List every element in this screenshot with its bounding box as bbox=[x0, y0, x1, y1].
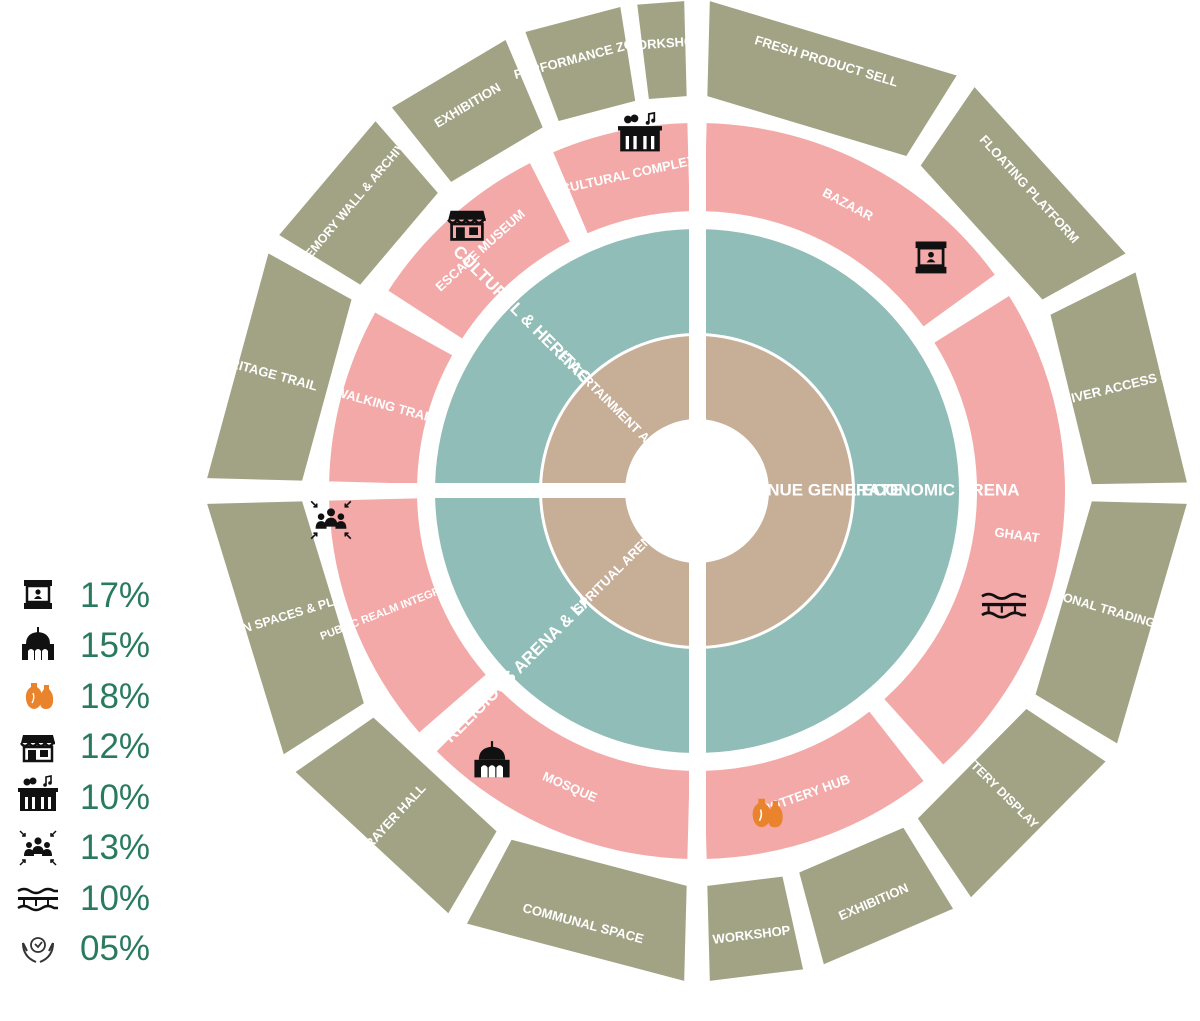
hands-icon bbox=[16, 927, 80, 971]
outer-segment bbox=[525, 7, 636, 122]
workshop-label: WORKSHOP bbox=[624, 33, 703, 54]
steps-icon bbox=[16, 876, 80, 920]
activity-segment bbox=[329, 498, 486, 733]
outer-segment bbox=[920, 87, 1126, 300]
legend: 17% 15% 18% 12% 10% 13% 10% 05% bbox=[16, 570, 176, 974]
legend-item: 05% bbox=[16, 924, 176, 975]
ghaat-label: GHAAT bbox=[994, 524, 1041, 545]
activity-segment bbox=[388, 163, 570, 339]
legend-value: 15% bbox=[80, 626, 151, 666]
legend-item: 12% bbox=[16, 722, 176, 773]
legend-value: 10% bbox=[80, 777, 151, 817]
legend-item: 10% bbox=[16, 873, 176, 924]
outer-segment bbox=[707, 1, 957, 157]
outer-segment bbox=[295, 717, 497, 914]
outer-segment bbox=[707, 876, 804, 981]
core-segment bbox=[542, 336, 696, 490]
arena-segment bbox=[435, 229, 693, 487]
pottery-icon bbox=[16, 674, 80, 718]
legend-value: 12% bbox=[80, 727, 151, 767]
theatre-icon bbox=[617, 112, 663, 153]
outer-segment bbox=[917, 709, 1106, 898]
legend-item: 15% bbox=[16, 621, 176, 672]
outer-segment bbox=[207, 253, 352, 481]
shop-stall-icon bbox=[16, 573, 80, 617]
outer-segment bbox=[391, 39, 543, 182]
activity-segment bbox=[884, 295, 1065, 765]
outer-segment bbox=[1050, 272, 1187, 485]
legend-value: 17% bbox=[80, 575, 151, 615]
activity-segment bbox=[704, 123, 995, 327]
legend-value: 13% bbox=[80, 828, 151, 868]
outer-segment bbox=[799, 827, 954, 965]
theatre-icon bbox=[16, 775, 80, 819]
revenue-generate-label: REVENUE GENERATE bbox=[721, 480, 901, 499]
quadrant-dividers bbox=[150, 0, 706, 1021]
crowd-icon bbox=[16, 826, 80, 870]
outer-segment bbox=[637, 1, 687, 99]
mosque-icon bbox=[16, 624, 80, 668]
shop-stall-icon bbox=[914, 240, 948, 275]
legend-value: 18% bbox=[80, 676, 151, 716]
activity-segment bbox=[436, 688, 690, 859]
storefront-icon bbox=[16, 725, 80, 769]
legend-item: 10% bbox=[16, 772, 176, 823]
activity-segment bbox=[329, 312, 453, 484]
legend-item: 17% bbox=[16, 570, 176, 621]
outer-segment bbox=[1035, 501, 1187, 744]
arena-segment bbox=[701, 229, 960, 753]
outer-segment bbox=[207, 501, 364, 755]
outer-segment bbox=[279, 121, 438, 285]
legend-item: 13% bbox=[16, 823, 176, 874]
legend-value: 05% bbox=[80, 929, 151, 969]
legend-value: 10% bbox=[80, 878, 151, 918]
outer-segment bbox=[466, 839, 687, 981]
legend-item: 18% bbox=[16, 671, 176, 722]
arena-segment bbox=[435, 495, 693, 753]
core-segment bbox=[698, 336, 853, 646]
core-segment bbox=[542, 492, 696, 646]
